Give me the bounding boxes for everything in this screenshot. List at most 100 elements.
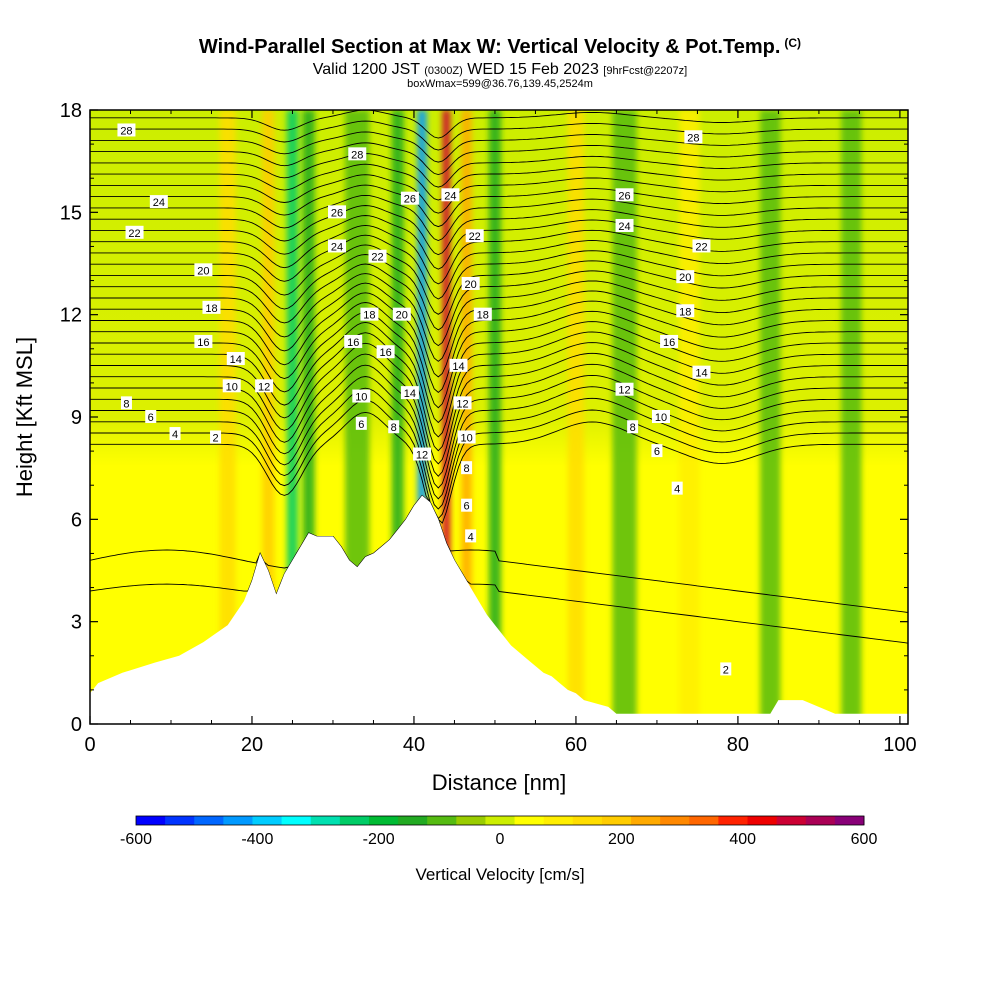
isentrope-12 (90, 282, 908, 378)
contour-label-47: 8 (627, 420, 639, 434)
svg-text:26: 26 (404, 194, 416, 206)
isentrope-29 (90, 110, 908, 139)
colorbar-swatch-2 (194, 816, 224, 825)
svg-text:22: 22 (128, 228, 140, 240)
contour-label-24: 14 (400, 386, 419, 400)
contour-label-8: 10 (222, 379, 241, 393)
isentrope-3 (90, 376, 908, 500)
svg-text:10: 10 (226, 381, 238, 393)
isentrope-13 (90, 273, 908, 362)
colorbar-swatch-1 (165, 816, 195, 825)
isentrope-2 (90, 387, 908, 510)
svg-text:18: 18 (477, 310, 489, 322)
colorbar-swatch-0 (136, 816, 166, 825)
isentrope-15 (90, 254, 908, 331)
svg-text:26: 26 (618, 190, 630, 202)
contour-label-25: 12 (413, 447, 432, 462)
colorbar-swatch-16 (601, 816, 632, 825)
contour-label-20: 10 (352, 389, 371, 404)
contour-label-5: 16 (194, 334, 213, 349)
svg-text:10: 10 (655, 412, 667, 424)
contour-label-18: 16 (344, 334, 363, 349)
svg-text:12: 12 (258, 381, 270, 393)
y-tick-label-4: 12 (60, 305, 82, 327)
x-tick-label-2: 40 (403, 734, 425, 756)
svg-text:6: 6 (148, 412, 154, 424)
colorbar-tick-4: 200 (608, 831, 635, 848)
chart-title: Wind-Parallel Section at Max W: Vertical… (198, 36, 802, 58)
colorbar-swatch-20 (718, 816, 749, 825)
contour-label-34: 8 (461, 461, 473, 475)
colorbar-swatch-9 (398, 816, 428, 825)
contour-label-7: 12 (255, 379, 274, 393)
velocity-band-6 (417, 110, 427, 724)
y-tick-label-6: 18 (60, 100, 82, 122)
colorbar-swatch-24 (834, 816, 865, 825)
colorbar-swatch-17 (631, 816, 661, 825)
svg-text:24: 24 (153, 197, 165, 209)
svg-text:22: 22 (695, 241, 707, 253)
colorbar-swatch-6 (310, 816, 341, 825)
colorbar-tick-0: -600 (120, 831, 152, 848)
svg-text:28: 28 (120, 125, 132, 137)
contour-label-1: 24 (149, 195, 168, 209)
svg-text:26: 26 (331, 207, 343, 219)
isentrope-8 (90, 321, 908, 438)
contour-label-4: 18 (202, 300, 221, 315)
colorbar: -600 -400 -200 0 200 400 600 (120, 815, 877, 848)
svg-text:20: 20 (679, 272, 691, 284)
contour-label-15: 24 (328, 239, 347, 253)
colorbar-tick-1: -400 (241, 831, 273, 848)
velocity-band-2 (286, 110, 299, 724)
contour-label-22: 8 (388, 420, 400, 434)
contour-label-6: 14 (226, 352, 245, 366)
x-tick-label-4: 80 (727, 734, 749, 756)
svg-text:14: 14 (404, 388, 416, 400)
chart-subtitle: Valid 1200 JST (0300Z) WED 15 Feb 2023 [… (312, 61, 688, 78)
colorbar-tick-5: 400 (729, 831, 756, 848)
svg-text:12: 12 (456, 398, 468, 410)
isentrope-25 (90, 153, 908, 188)
colorbar-swatch-15 (572, 816, 603, 825)
terrain-mask (90, 495, 908, 724)
y-tick-label-0: 0 (71, 714, 82, 736)
isentrope-19 (90, 215, 908, 270)
contour-label-17: 18 (360, 307, 379, 322)
colorbar-swatch-21 (747, 816, 778, 825)
contour-label-31: 14 (449, 358, 468, 373)
contour-label-30: 18 (473, 307, 492, 322)
svg-text:18: 18 (679, 306, 691, 318)
velocity-band-12 (679, 110, 700, 724)
svg-text:2: 2 (212, 432, 218, 444)
colorbar-swatch-18 (660, 816, 690, 825)
svg-text:8: 8 (123, 398, 129, 410)
svg-text:16: 16 (197, 337, 209, 349)
isentrope-16 (90, 244, 908, 315)
isentrope-24 (90, 163, 908, 201)
contour-label-49: 4 (671, 481, 683, 496)
contour-label-32: 12 (453, 396, 472, 410)
contour-label-35: 6 (461, 498, 473, 513)
svg-text:28: 28 (351, 149, 363, 161)
colorbar-swatch-3 (223, 816, 253, 825)
contour-label-2: 22 (125, 225, 144, 240)
colorbar-swatch-8 (368, 816, 399, 825)
low-contour-0 (90, 494, 908, 613)
isentrope-23 (90, 174, 908, 214)
svg-text:24: 24 (618, 221, 630, 233)
svg-text:10: 10 (355, 392, 367, 404)
svg-text:16: 16 (347, 337, 359, 349)
isentrope-18 (90, 224, 908, 285)
isentrope-9 (90, 311, 908, 424)
contour-label-14: 26 (328, 205, 347, 219)
svg-text:18: 18 (205, 303, 217, 315)
contour-label-28: 22 (465, 229, 484, 243)
contour-label-12: 2 (210, 430, 222, 444)
contour-label-21: 6 (355, 416, 367, 431)
contour-label-27: 24 (441, 188, 460, 202)
colorbar-swatch-22 (776, 816, 807, 825)
isentrope-11 (90, 292, 908, 394)
contour-label-50: 2 (720, 662, 732, 676)
svg-text:6: 6 (654, 446, 660, 458)
